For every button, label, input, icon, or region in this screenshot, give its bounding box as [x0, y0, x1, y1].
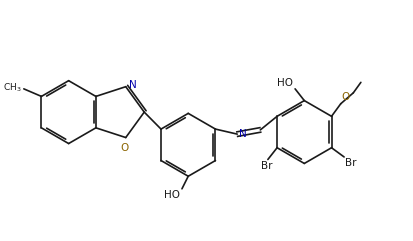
Text: HO: HO — [278, 78, 293, 88]
Text: $\mathregular{CH_3}$: $\mathregular{CH_3}$ — [3, 82, 22, 94]
Text: Br: Br — [345, 158, 357, 168]
Text: N: N — [239, 129, 246, 139]
Text: Br: Br — [261, 161, 273, 171]
Text: N: N — [129, 80, 136, 90]
Text: O: O — [341, 92, 349, 102]
Text: HO: HO — [164, 190, 180, 200]
Text: O: O — [120, 143, 128, 153]
